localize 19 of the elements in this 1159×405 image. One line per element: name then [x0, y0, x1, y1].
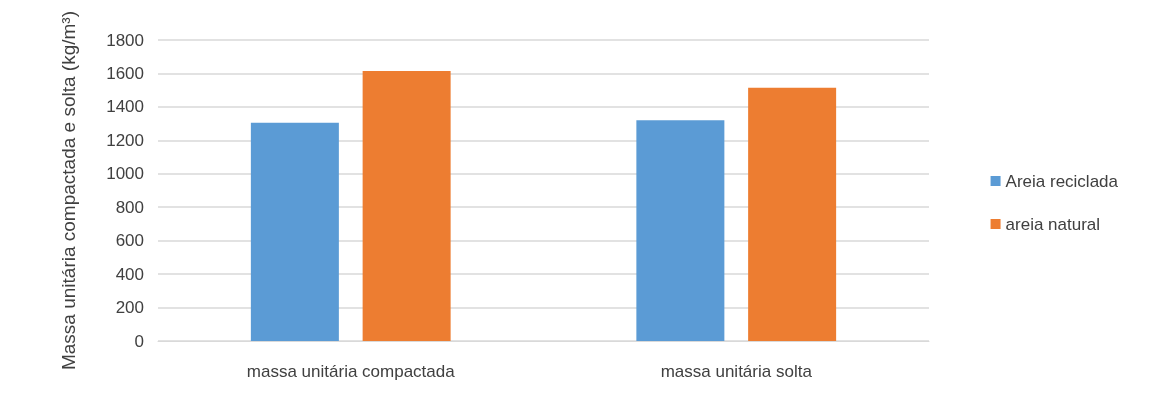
- y-tick-label: 1000: [106, 164, 144, 184]
- y-tick-label: 400: [115, 264, 144, 284]
- y-tick-label: 1800: [106, 30, 144, 50]
- y-tick-label: 1600: [106, 63, 144, 83]
- y-tick-label: 1200: [106, 130, 144, 150]
- y-tick-label: 200: [115, 298, 144, 318]
- y-tick-label: 800: [115, 197, 144, 217]
- x-tick-label: massa unitária solta: [660, 362, 813, 381]
- bar: [250, 122, 339, 341]
- legend-label: areia natural: [1005, 214, 1101, 234]
- bar: [362, 70, 451, 341]
- y-tick-label: 0: [134, 331, 144, 351]
- y-tick-label: 600: [115, 231, 144, 251]
- y-tick-label: 1400: [106, 97, 144, 117]
- bar: [636, 120, 725, 341]
- legend-label: Areia reciclada: [1005, 171, 1119, 191]
- bar: [748, 87, 837, 341]
- y-axis-title: Massa unitária compactada e solta (kg/m³): [57, 10, 79, 371]
- x-tick-label: massa unitária compactada: [246, 362, 456, 381]
